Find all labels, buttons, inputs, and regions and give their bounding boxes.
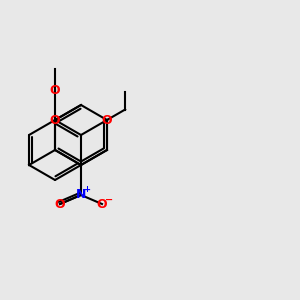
- Text: +: +: [83, 185, 90, 194]
- Text: O: O: [50, 83, 60, 97]
- Text: O: O: [50, 113, 60, 127]
- Text: O: O: [102, 113, 112, 127]
- Text: −: −: [104, 194, 113, 205]
- Text: N: N: [76, 188, 86, 202]
- Text: O: O: [97, 197, 107, 211]
- Text: O: O: [55, 197, 65, 211]
